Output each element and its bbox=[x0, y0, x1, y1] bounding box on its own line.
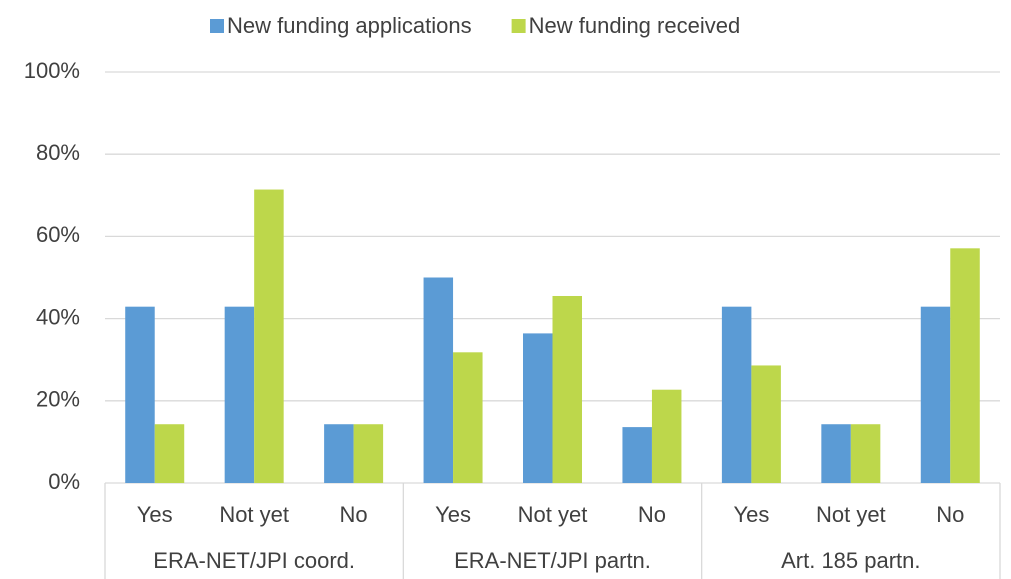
x-tick-label: Not yet bbox=[816, 502, 886, 527]
bar bbox=[324, 424, 354, 483]
y-tick-label: 0% bbox=[48, 469, 80, 494]
bar bbox=[920, 306, 951, 483]
x-tick-label: No bbox=[936, 502, 964, 527]
x-tick-label: Yes bbox=[137, 502, 173, 527]
bar bbox=[850, 424, 881, 483]
x-tick-label: Not yet bbox=[518, 502, 588, 527]
bar bbox=[224, 306, 255, 483]
bar bbox=[651, 389, 682, 483]
bar bbox=[423, 277, 454, 483]
bar bbox=[552, 295, 582, 483]
x-tick-label: Yes bbox=[435, 502, 471, 527]
y-tick-label: 20% bbox=[36, 387, 80, 412]
group-label: ERA-NET/JPI partn. bbox=[454, 548, 651, 573]
bar bbox=[254, 189, 284, 483]
bar bbox=[453, 352, 483, 483]
y-tick-label: 80% bbox=[36, 140, 80, 165]
legend-swatch bbox=[210, 19, 224, 33]
x-tick-label: No bbox=[638, 502, 666, 527]
y-tick-label: 40% bbox=[36, 304, 80, 329]
bar bbox=[622, 427, 652, 483]
y-tick-label: 100% bbox=[24, 58, 80, 83]
bar bbox=[821, 424, 851, 483]
x-tick-label: No bbox=[340, 502, 368, 527]
bar bbox=[751, 365, 781, 483]
bar bbox=[154, 424, 185, 483]
bar bbox=[125, 306, 155, 483]
y-tick-label: 60% bbox=[36, 222, 80, 247]
x-tick-label: Not yet bbox=[219, 502, 289, 527]
legend-label: New funding applications bbox=[227, 13, 472, 38]
group-label: ERA-NET/JPI coord. bbox=[153, 548, 355, 573]
legend-swatch bbox=[511, 19, 526, 33]
x-tick-label: Yes bbox=[733, 502, 769, 527]
bar bbox=[353, 424, 384, 483]
group-label: Art. 185 partn. bbox=[781, 548, 920, 573]
bar bbox=[950, 248, 980, 483]
legend-label: New funding received bbox=[529, 13, 741, 38]
bar bbox=[523, 333, 553, 483]
bar bbox=[721, 306, 752, 483]
